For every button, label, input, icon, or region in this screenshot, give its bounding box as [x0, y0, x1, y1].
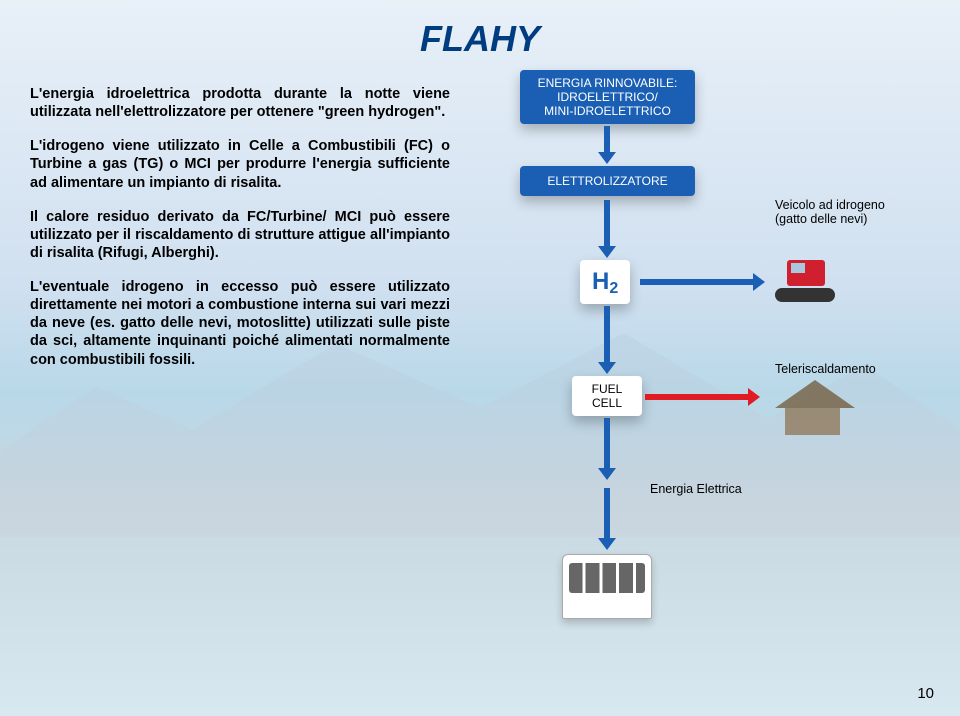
vehicle-label-line2: (gatto delle nevi) [775, 212, 885, 226]
vehicle-label-line1: Veicolo ad idrogeno [775, 198, 885, 212]
arrow-h2-to-fuelcell [604, 306, 610, 364]
arrow-h2-to-vehicle [640, 279, 755, 285]
paragraph-4: L'eventuale idrogeno in eccesso può esse… [30, 278, 450, 369]
electrolyzer-box: ELETTROLIZZATORE [520, 166, 695, 196]
arrow-fuelcell-to-heating [645, 394, 750, 400]
fuelcell-line1: FUEL [578, 382, 636, 396]
slide-title: FLAHY [0, 18, 960, 60]
electric-energy-label: Energia Elettrica [650, 482, 742, 496]
chalet-icon [775, 380, 855, 435]
h2-box: H2 [580, 260, 630, 304]
renewable-energy-box: ENERGIA RINNOVABILE: IDROELETTRICO/ MINI… [520, 70, 695, 124]
renewable-line3: MINI-IDROELETTRICO [530, 104, 685, 118]
flow-diagram: ENERGIA RINNOVABILE: IDROELETTRICO/ MINI… [480, 70, 930, 650]
text-column: L'energia idroelettrica prodotta durante… [30, 85, 450, 385]
arrow-fuelcell-to-electric [604, 418, 610, 470]
heating-label: Teleriscaldamento [775, 362, 876, 376]
page-number: 10 [917, 685, 934, 702]
fuelcell-box: FUEL CELL [572, 376, 642, 416]
arrow-renewable-to-electrolyzer [604, 126, 610, 154]
arrow-electrolyzer-to-h2 [604, 200, 610, 248]
fuelcell-line2: CELL [578, 396, 636, 410]
cablecar-icon [562, 554, 652, 619]
renewable-line2: IDROELETTRICO/ [530, 90, 685, 104]
paragraph-3: Il calore residuo derivato da FC/Turbine… [30, 208, 450, 262]
arrow-electric-to-cablecar [604, 488, 610, 540]
h2-subscript: 2 [609, 280, 618, 297]
paragraph-1: L'energia idroelettrica prodotta durante… [30, 85, 450, 121]
paragraph-2: L'idrogeno viene utilizzato in Celle a C… [30, 137, 450, 191]
renewable-line1: ENERGIA RINNOVABILE: [530, 76, 685, 90]
snowcat-icon [775, 254, 850, 302]
electrolyzer-label: ELETTROLIZZATORE [547, 174, 667, 188]
vehicle-label: Veicolo ad idrogeno (gatto delle nevi) [775, 198, 885, 226]
h2-symbol: H [592, 268, 609, 295]
